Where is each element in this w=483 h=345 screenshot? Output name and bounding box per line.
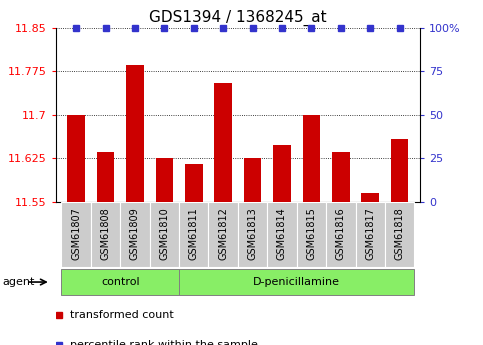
Bar	[361, 193, 379, 202]
Bar	[355, 202, 385, 267]
Title: GDS1394 / 1368245_at: GDS1394 / 1368245_at	[149, 10, 327, 26]
Text: agent: agent	[2, 277, 35, 287]
Bar	[126, 65, 144, 202]
Text: GSM61807: GSM61807	[71, 207, 81, 260]
Bar	[156, 158, 173, 202]
Text: GSM61810: GSM61810	[159, 207, 170, 260]
Text: GSM61815: GSM61815	[306, 207, 316, 260]
Bar	[179, 202, 209, 267]
Bar	[267, 202, 297, 267]
Bar	[326, 202, 355, 267]
Text: GSM61811: GSM61811	[189, 207, 199, 260]
Bar	[214, 83, 232, 202]
Bar	[297, 202, 326, 267]
Text: D-penicillamine: D-penicillamine	[253, 277, 340, 287]
Bar	[67, 115, 85, 202]
Bar	[244, 158, 261, 202]
Text: GSM61817: GSM61817	[365, 207, 375, 260]
Text: GSM61814: GSM61814	[277, 207, 287, 260]
Bar	[61, 269, 179, 295]
Bar	[61, 202, 91, 267]
Bar	[209, 202, 238, 267]
Bar	[238, 202, 267, 267]
Bar	[391, 139, 409, 202]
Text: GSM61809: GSM61809	[130, 207, 140, 260]
Bar	[91, 202, 120, 267]
Bar	[385, 202, 414, 267]
Text: GSM61818: GSM61818	[395, 207, 405, 260]
Bar	[150, 202, 179, 267]
Text: GSM61816: GSM61816	[336, 207, 346, 260]
Bar	[120, 202, 150, 267]
Text: GSM61808: GSM61808	[100, 207, 111, 260]
Text: GSM61812: GSM61812	[218, 207, 228, 260]
Bar	[179, 269, 414, 295]
Text: GSM61813: GSM61813	[248, 207, 257, 260]
Bar	[302, 115, 320, 202]
Text: percentile rank within the sample: percentile rank within the sample	[70, 340, 258, 345]
Bar	[332, 152, 350, 202]
Text: control: control	[101, 277, 140, 287]
Bar	[185, 164, 202, 202]
Bar	[273, 145, 291, 202]
Text: transformed count: transformed count	[70, 310, 174, 319]
Bar	[97, 152, 114, 202]
